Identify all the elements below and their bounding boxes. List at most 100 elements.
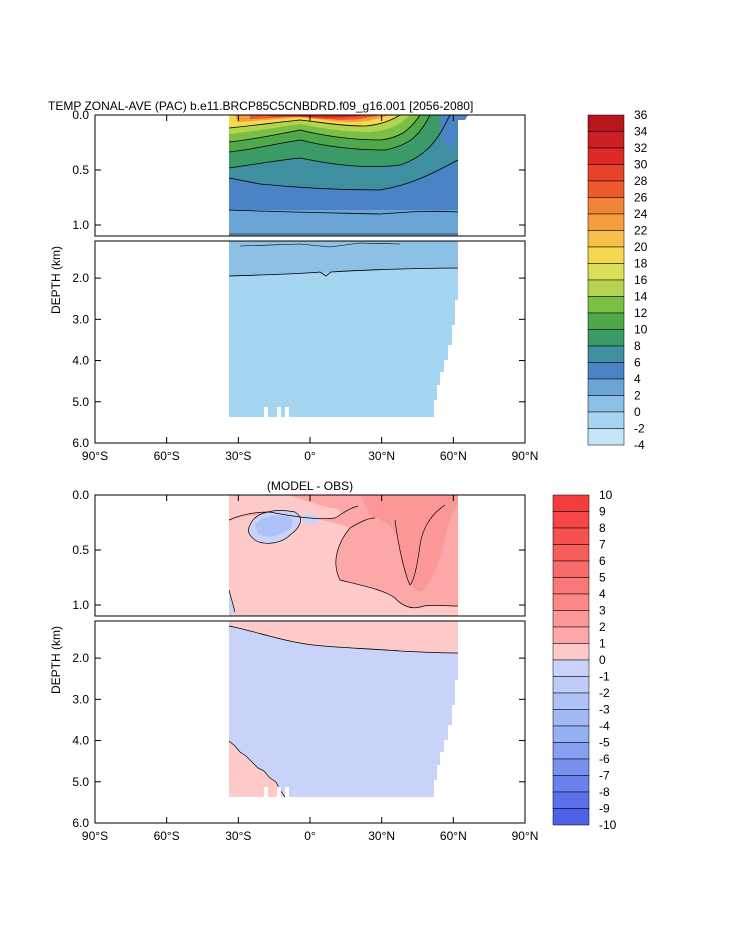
colorbar-swatch xyxy=(587,296,625,314)
colorbar-swatch xyxy=(552,742,590,760)
x-tick-label: 30°N xyxy=(368,449,395,463)
difference-chart: (MODEL - OBS) xyxy=(49,479,617,843)
colorbar-label: 6 xyxy=(599,554,606,568)
colorbar-label: 26 xyxy=(634,191,648,205)
x-tick-label: 90°N xyxy=(512,829,539,843)
y-axis-label: DEPTH (km) xyxy=(49,626,63,694)
x-tick-label: 60°S xyxy=(154,449,180,463)
colorbar-label: 6 xyxy=(634,356,641,370)
colorbar-label: 7 xyxy=(599,538,606,552)
colorbar-swatch xyxy=(587,279,625,297)
x-tick-label: 30°N xyxy=(368,829,395,843)
colorbar-label: -4 xyxy=(599,719,610,733)
colorbar-swatch xyxy=(552,808,590,826)
colorbar-swatch xyxy=(552,544,590,562)
upper-panel-field xyxy=(228,115,525,236)
colorbar-label: 4 xyxy=(634,372,641,386)
y-tick-label: 0.5 xyxy=(72,163,89,177)
colorbar-swatch xyxy=(552,791,590,809)
colorbar-label: 1 xyxy=(599,637,606,651)
y-tick-label: 2.0 xyxy=(72,271,89,285)
colorbar-swatch xyxy=(552,659,590,677)
colorbar-swatch xyxy=(552,709,590,727)
chart-title: TEMP ZONAL-AVE (PAC) b.e11.BRCP85C5CNBDR… xyxy=(48,99,473,113)
colorbar-label: -2 xyxy=(599,686,610,700)
y-axis-label: DEPTH (km) xyxy=(49,246,63,314)
lower-y-ticks: 2.0 3.0 4.0 5.0 6.0 xyxy=(72,271,525,450)
colorbar-label: -5 xyxy=(599,736,610,750)
upper-y-ticks: 0.0 0.5 1.0 xyxy=(72,108,525,232)
x-tick-label: 0° xyxy=(304,829,316,843)
colorbar-label: -10 xyxy=(599,818,617,832)
y-tick-label: 6.0 xyxy=(72,436,89,450)
lower-panel-field xyxy=(228,621,460,798)
colorbar-swatch xyxy=(587,329,625,347)
x-tick-label: 90°S xyxy=(82,449,108,463)
colorbar-label: 12 xyxy=(634,306,648,320)
colorbar-swatch xyxy=(552,692,590,710)
colorbar-swatch xyxy=(552,775,590,793)
upper-y-ticks: 0.0 0.5 1.0 xyxy=(72,488,525,612)
x-tick-label: 0° xyxy=(304,449,316,463)
x-tick-label: 60°N xyxy=(440,449,467,463)
x-tick-label: 90°N xyxy=(512,449,539,463)
colorbar-label: 20 xyxy=(634,240,648,254)
colorbar-swatch xyxy=(587,428,625,446)
colorbar-label: 2 xyxy=(599,620,606,634)
y-tick-label: 3.0 xyxy=(72,692,89,706)
colorbar-swatch xyxy=(552,643,590,661)
colorbar-swatch xyxy=(587,131,625,149)
colorbar-label: -3 xyxy=(599,703,610,717)
colorbar-label: 28 xyxy=(634,174,648,188)
colorbar-label: 8 xyxy=(634,339,641,353)
colorbar-swatch xyxy=(587,147,625,165)
colorbar-swatch xyxy=(552,494,590,512)
colorbar-label: 8 xyxy=(599,521,606,535)
colorbar-label: 18 xyxy=(634,257,648,271)
colorbar-swatch xyxy=(587,345,625,363)
colorbar-label: 5 xyxy=(599,571,606,585)
colorbar-swatch xyxy=(587,230,625,248)
colorbar-swatch xyxy=(552,610,590,628)
colorbar-swatch xyxy=(552,626,590,644)
lower-y-ticks: 2.0 3.0 4.0 5.0 6.0 xyxy=(72,651,525,830)
y-tick-label: 3.0 xyxy=(72,312,89,326)
colorbar-label: -4 xyxy=(634,438,645,452)
colorbar-swatch xyxy=(587,246,625,264)
colorbar-label: 30 xyxy=(634,158,648,172)
y-tick-label: 6.0 xyxy=(72,816,89,830)
colorbar-swatch xyxy=(552,758,590,776)
x-tick-label: 60°N xyxy=(440,829,467,843)
y-tick-label: 4.0 xyxy=(72,354,89,368)
colorbar-swatch xyxy=(587,197,625,215)
y-tick-label: 5.0 xyxy=(72,395,89,409)
lower-panel-field xyxy=(228,241,460,418)
colorbar-swatch xyxy=(552,725,590,743)
colorbar-swatch xyxy=(552,577,590,595)
colorbar-swatch xyxy=(587,395,625,413)
colorbar-swatch xyxy=(587,263,625,281)
colorbar-label: 24 xyxy=(634,207,648,221)
colorbar-swatch xyxy=(552,676,590,694)
y-tick-label: 1.0 xyxy=(72,598,89,612)
colorbar-swatch xyxy=(552,593,590,611)
colorbar-label: 10 xyxy=(634,323,648,337)
colorbar-label: 34 xyxy=(634,125,648,139)
colorbar-swatch xyxy=(587,312,625,330)
temperature-chart: TEMP ZONAL-AVE (PAC) b.e11.BRCP85C5CNBDR… xyxy=(48,99,648,463)
colorbar-swatch xyxy=(587,378,625,396)
colorbar-label: 0 xyxy=(634,405,641,419)
colorbar-label: 2 xyxy=(634,389,641,403)
y-tick-label: 5.0 xyxy=(72,775,89,789)
x-tick-label: 30°S xyxy=(225,829,251,843)
y-tick-label: 2.0 xyxy=(72,651,89,665)
colorbar-swatch xyxy=(587,411,625,429)
upper-panel-field xyxy=(228,495,525,616)
y-tick-label: 0.0 xyxy=(72,108,89,122)
colorbar-label: -1 xyxy=(599,670,610,684)
colorbar-label: 0 xyxy=(599,653,606,667)
y-tick-label: 4.0 xyxy=(72,734,89,748)
colorbar-label: -7 xyxy=(599,769,610,783)
